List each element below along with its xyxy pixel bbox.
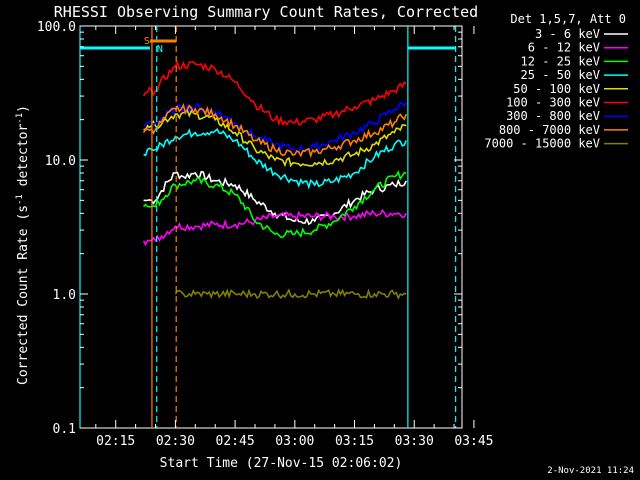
legend-entry-label: 12 - 25 keV: [521, 54, 600, 68]
series-line-1: [142, 208, 407, 247]
y-tick-label: 100.0: [37, 20, 76, 35]
legend-entry-label: 7000 - 15000 keV: [484, 137, 600, 151]
series-line-2: [143, 170, 407, 239]
y-tick-label: 0.1: [53, 422, 76, 437]
series-line-8: [174, 287, 407, 300]
x-tick-label: 03:00: [275, 434, 314, 449]
x-axis-label: Start Time (27-Nov-15 02:06:02): [160, 456, 403, 471]
series-line-5: [142, 60, 407, 127]
legend-entry-label: 800 - 7000 keV: [499, 123, 600, 137]
y-tick-label: 1.0: [53, 288, 76, 303]
legend-entry-label: 3 - 6 keV: [535, 27, 600, 41]
x-tick-label: 03:15: [335, 434, 374, 449]
y-axis-label-sup2: -1: [15, 113, 25, 124]
legend-entry-label: 25 - 50 keV: [521, 68, 600, 82]
x-tick-label: 02:45: [216, 434, 255, 449]
y-axis-label-mid: detector: [16, 124, 31, 195]
series-layer: [142, 60, 408, 300]
chart-title: RHESSI Observing Summary Count Rates, Co…: [54, 3, 478, 21]
legend-header: Det 1,5,7, Att 0: [510, 12, 626, 26]
night-label: N: [157, 44, 163, 55]
annotation-layer: SN: [79, 26, 457, 428]
y-axis-label-end: ): [16, 105, 31, 113]
y-tick-label: 10.0: [45, 154, 76, 169]
legend-entry-label: 6 - 12 keV: [528, 41, 600, 55]
series-line-6: [143, 101, 408, 154]
plot-frame: [79, 25, 463, 429]
x-tick-label: 02:30: [156, 434, 195, 449]
x-axis-ticks: 02:15 02:30 02:45 03:00 03:15 03:30 03:45: [95, 26, 494, 449]
x-tick-label: 02:15: [96, 434, 135, 449]
y-axis-label-sup1: -1: [15, 194, 25, 205]
x-tick-label: 03:45: [454, 434, 493, 449]
saa-label: S: [144, 36, 150, 47]
generated-timestamp: 2-Nov-2021 11:24: [547, 466, 634, 476]
series-line-7: [142, 102, 408, 159]
legend-entry-label: 50 - 100 keV: [513, 82, 600, 96]
legend-entry-label: 100 - 300 keV: [506, 96, 600, 110]
y-axis-label-main: Corrected Count Rate (s: [16, 205, 31, 385]
series-line-0: [143, 170, 408, 226]
legend-entry-label: 300 - 800 keV: [506, 109, 600, 123]
x-tick-label: 03:30: [395, 434, 434, 449]
y-axis-label: Corrected Count Rate (s-1 detector-1): [15, 105, 31, 385]
series-line-3: [143, 127, 408, 190]
plot-border: [79, 25, 463, 429]
y-axis-ticks: 0.1 1.0 10.0 100.0: [37, 20, 462, 437]
